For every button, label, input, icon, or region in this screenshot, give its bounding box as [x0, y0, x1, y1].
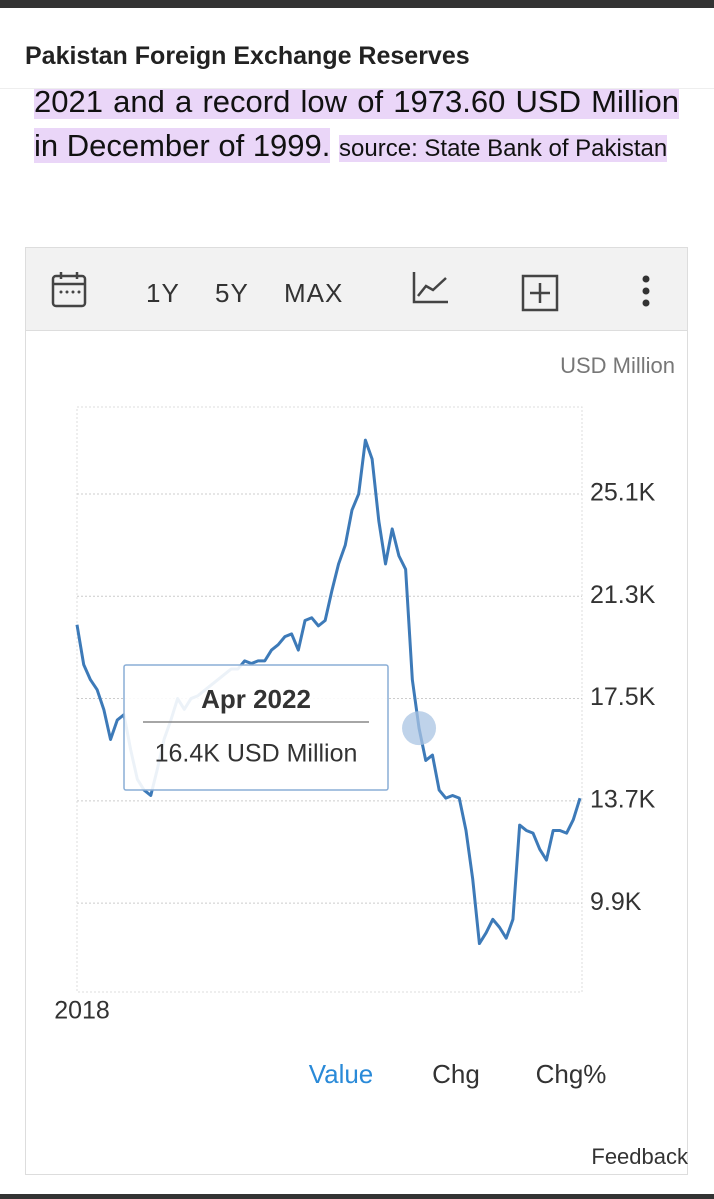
status-bar [0, 0, 714, 8]
toolbar: 1Y 5Y MAX [26, 248, 687, 331]
nav-bar [0, 1194, 714, 1199]
chart-type-icon[interactable] [411, 270, 451, 306]
page-title: Pakistan Foreign Exchange Reserves [25, 42, 470, 70]
y-tick-label: 25.1K [590, 479, 656, 507]
y-tick-label: 21.3K [590, 581, 656, 609]
calendar-icon[interactable] [50, 270, 90, 310]
source-text: source: State Bank of Pakistan [339, 135, 668, 162]
feedback-link[interactable]: Feedback [591, 1144, 689, 1169]
hover-point [402, 711, 437, 746]
tooltip-title: Apr 2022 [201, 684, 311, 714]
range-button[interactable]: 1Y [146, 278, 180, 308]
x-tick-label: 2018 [54, 997, 110, 1025]
menu-icon[interactable] [638, 274, 654, 308]
tooltip-value: 16.4K USD Million [155, 740, 358, 768]
plot-frame [76, 406, 583, 993]
header: Pakistan Foreign Exchange Reserves [0, 8, 714, 89]
range-button[interactable]: MAX [284, 278, 344, 308]
compare-icon[interactable] [521, 274, 559, 312]
tooltip-box [123, 664, 389, 791]
tab[interactable]: Chg% [536, 1059, 607, 1089]
y-tick-label: 9.9K [590, 888, 642, 916]
y-tick-label: 17.5K [590, 683, 656, 711]
tab[interactable]: Chg [432, 1059, 480, 1089]
unit-label: USD Million [560, 353, 675, 378]
tab[interactable]: Value [309, 1059, 374, 1089]
description: 2021 and a record low of 1973.60 USD Mil… [34, 80, 679, 171]
y-tick-label: 13.7K [590, 785, 656, 813]
range-button[interactable]: 5Y [215, 278, 249, 308]
chart-card [25, 247, 688, 1175]
